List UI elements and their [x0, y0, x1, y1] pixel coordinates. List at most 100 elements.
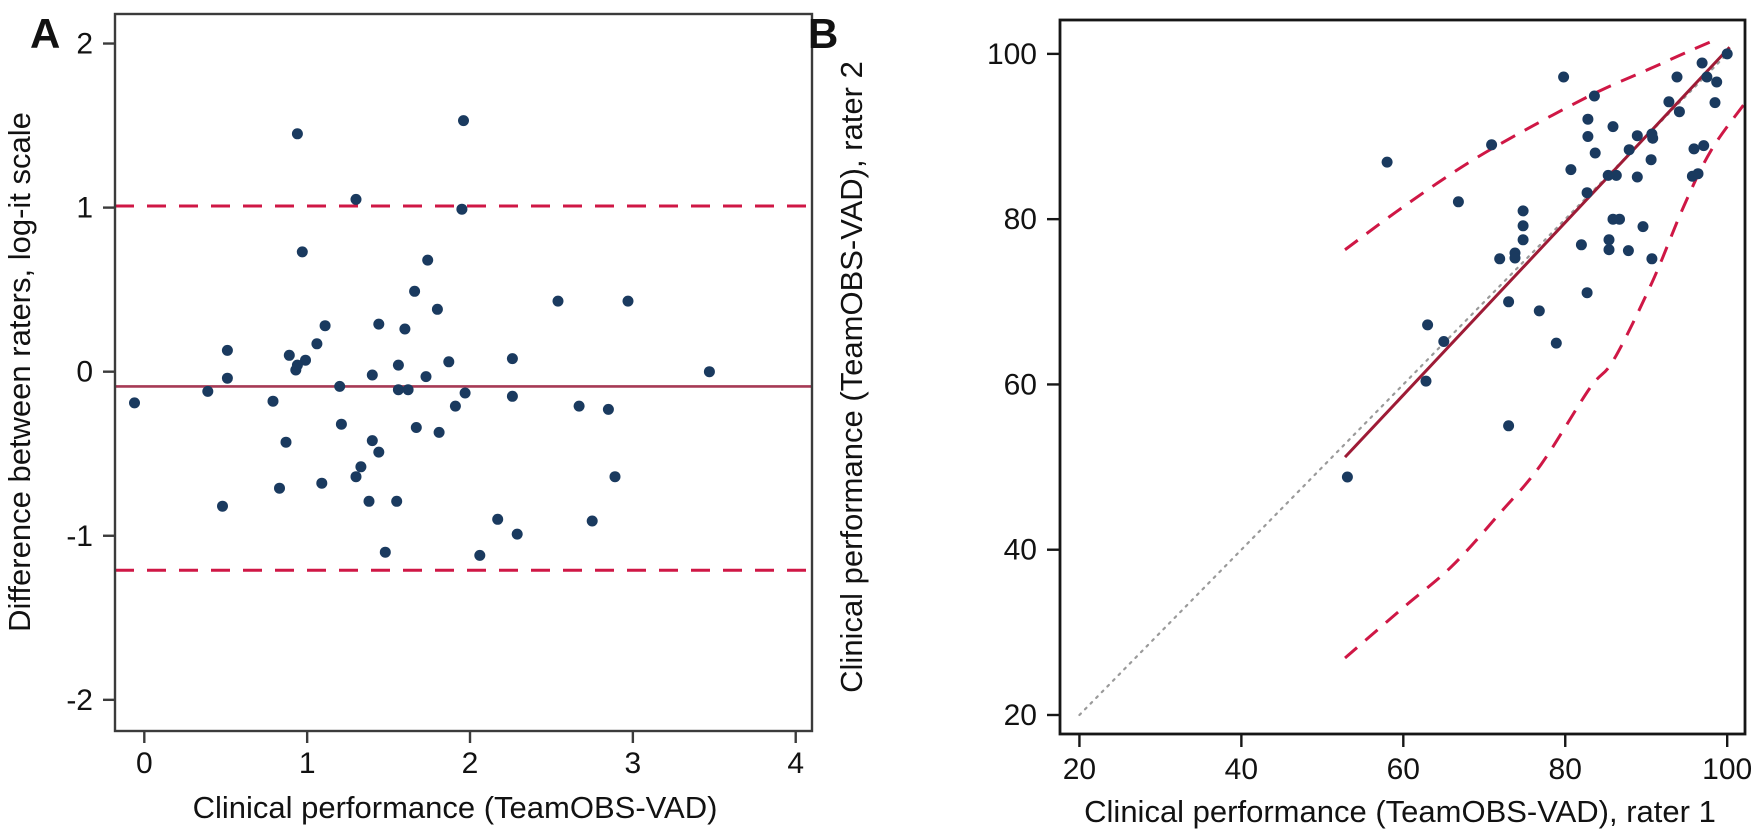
data-point-panel-a: [422, 254, 434, 266]
y-tick-label-panel-a: 2: [76, 28, 93, 61]
data-point-panel-b: [1422, 319, 1434, 331]
data-point-panel-a: [300, 354, 311, 366]
x-tick-label-panel-a: 2: [462, 747, 479, 780]
data-point-panel-a: [267, 395, 279, 407]
data-point-panel-b: [1647, 132, 1659, 144]
data-point-panel-b: [1698, 140, 1710, 152]
data-point-panel-a: [316, 477, 328, 489]
data-point-panel-b: [1509, 252, 1521, 264]
data-point-panel-a: [511, 528, 523, 540]
data-point-panel-a: [433, 426, 445, 438]
data-point-panel-b: [1645, 154, 1657, 166]
data-point-panel-b: [1696, 57, 1708, 69]
x-tick-label-panel-a: 4: [787, 747, 804, 780]
data-point-panel-a: [506, 390, 518, 402]
y-tick-label-panel-b: 40: [1004, 534, 1037, 567]
data-point-panel-a: [290, 364, 302, 376]
data-point-panel-a: [129, 397, 140, 409]
data-point-panel-a: [474, 549, 486, 561]
data-point-panel-b: [1631, 130, 1643, 142]
panel-b-letter: B: [808, 10, 838, 57]
data-point-panel-a: [573, 400, 585, 412]
data-point-panel-a: [622, 295, 634, 307]
data-point-panel-b: [1622, 245, 1634, 257]
data-point-panel-a: [280, 436, 292, 448]
data-point-panel-a: [402, 384, 414, 396]
data-point-panel-a: [431, 303, 443, 315]
data-point-panel-b: [1623, 144, 1635, 156]
data-point-panel-b: [1701, 71, 1713, 83]
x-axis-label-panel-a: Clinical performance (TeamOBS-VAD): [193, 790, 718, 825]
data-point-panel-b: [1721, 48, 1733, 60]
data-point-panel-a: [283, 349, 295, 361]
data-point-panel-a: [379, 546, 391, 558]
data-point-panel-a: [221, 344, 233, 356]
data-point-panel-a: [335, 418, 347, 430]
panel-a-letter: A: [30, 10, 60, 57]
data-point-panel-a: [373, 446, 385, 458]
x-axis-label-panel-b: Clinical performance (TeamOBS-VAD), rate…: [1084, 794, 1716, 829]
data-point-panel-b: [1517, 220, 1529, 232]
data-point-panel-a: [319, 320, 331, 332]
data-point-panel-b: [1503, 420, 1515, 432]
y-tick-label-panel-b: 100: [987, 38, 1037, 71]
y-tick-label-panel-b: 20: [1004, 699, 1037, 732]
data-point-panel-a: [392, 359, 404, 371]
data-point-panel-a: [410, 422, 422, 433]
x-tick-label-panel-b: 20: [1063, 753, 1096, 786]
x-tick-label-panel-b: 80: [1549, 753, 1582, 786]
data-point-panel-a: [311, 338, 323, 350]
data-point-panel-a: [586, 515, 598, 527]
y-tick-label-panel-a: 0: [76, 356, 93, 389]
data-point-panel-b: [1671, 71, 1683, 83]
data-point-panel-a: [221, 372, 233, 384]
data-point-panel-a: [391, 495, 403, 507]
data-point-panel-a: [366, 435, 378, 447]
data-point-panel-b: [1607, 121, 1619, 133]
regression-line: [1343, 46, 1731, 459]
data-point-panel-a: [363, 495, 375, 507]
data-point-panel-b: [1494, 253, 1506, 265]
data-point-panel-b: [1673, 106, 1685, 118]
data-point-panel-b: [1381, 156, 1393, 168]
data-point-panel-b: [1602, 169, 1614, 181]
data-point-panel-a: [355, 461, 367, 473]
data-point-panel-b: [1341, 471, 1353, 483]
x-tick-label-panel-a: 3: [625, 747, 642, 780]
data-point-panel-a: [366, 369, 378, 381]
data-point-panel-a: [602, 403, 614, 415]
data-point-panel-a: [409, 285, 421, 297]
data-point-panel-b: [1558, 71, 1570, 83]
data-point-panel-b: [1663, 96, 1675, 108]
y-axis-label-panel-a: Difference between raters, log-it scale: [2, 112, 37, 632]
x-tick-label-panel-b: 60: [1387, 753, 1420, 786]
x-tick-label-panel-a: 0: [136, 747, 153, 780]
data-point-panel-b: [1452, 196, 1464, 208]
data-point-panel-a: [373, 318, 385, 330]
data-point-panel-a: [609, 471, 621, 483]
data-point-panel-a: [456, 203, 468, 215]
data-point-panel-a: [274, 482, 285, 494]
data-point-panel-a: [703, 366, 715, 378]
data-point-panel-a: [291, 128, 303, 140]
y-tick-label-panel-b: 80: [1004, 203, 1037, 236]
data-point-panel-b: [1631, 171, 1643, 183]
data-point-panel-a: [459, 387, 471, 399]
data-point-panel-b: [1565, 164, 1577, 176]
data-point-panel-b: [1709, 97, 1721, 109]
data-point-panel-b: [1550, 337, 1562, 349]
data-point-panel-a: [506, 353, 518, 365]
data-point-panel-a: [443, 356, 455, 368]
data-point-panel-a: [449, 400, 461, 412]
data-point-panel-b: [1610, 169, 1622, 181]
y-tick-label-panel-a: 1: [76, 192, 93, 225]
data-point-panel-a: [334, 380, 346, 392]
data-point-panel-b: [1581, 287, 1593, 299]
data-point-panel-a: [552, 295, 564, 307]
data-point-panel-b: [1614, 213, 1625, 225]
data-point-panel-b: [1503, 296, 1515, 308]
upper-confidence-band: [1344, 36, 1720, 251]
data-point-panel-b: [1581, 187, 1593, 199]
